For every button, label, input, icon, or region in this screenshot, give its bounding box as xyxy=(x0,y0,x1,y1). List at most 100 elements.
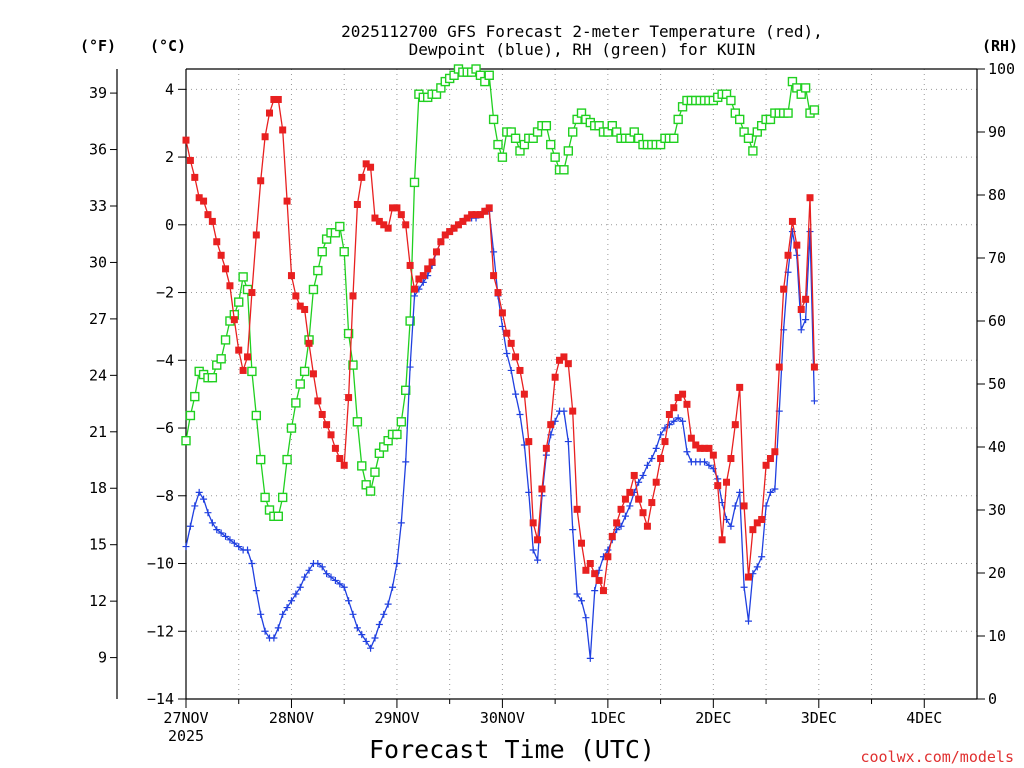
temperature-point-51 xyxy=(406,261,414,269)
temperature-point-7 xyxy=(213,238,221,246)
temperature-point-116 xyxy=(692,441,700,449)
dewpoint-point-50 xyxy=(402,458,410,466)
dewpoint-point-128 xyxy=(744,617,752,625)
temperature-point-96 xyxy=(604,553,612,561)
dewpoint-point-15 xyxy=(248,560,256,568)
temperature-point-72 xyxy=(498,309,506,317)
temperature-point-65 xyxy=(468,211,476,219)
dewpoint-point-3 xyxy=(195,488,203,496)
temperature-point-74 xyxy=(507,339,515,347)
rh-point-129 xyxy=(748,146,758,156)
fahrenheit-tick-label-7: 18 xyxy=(89,479,107,497)
rh-tick-label-9: 10 xyxy=(988,627,1006,645)
dewpoint-point-96 xyxy=(604,546,612,554)
rh-point-23 xyxy=(282,454,292,465)
celsius-tick-label-9: −14 xyxy=(147,690,174,708)
temperature-point-29 xyxy=(309,370,317,378)
temperature-point-128 xyxy=(744,573,752,581)
dewpoint-point-49 xyxy=(397,519,405,527)
rh-point-69 xyxy=(484,70,494,81)
temperature-point-107 xyxy=(652,478,660,486)
dewpoint-point-101 xyxy=(626,502,634,510)
temperature-point-136 xyxy=(780,285,788,293)
temperature-point-62 xyxy=(454,221,462,229)
rh-point-84 xyxy=(550,152,560,162)
dewpoint-point-20 xyxy=(270,634,278,642)
chart-title-line-2: Dewpoint (blue), RH (green) for KUIN xyxy=(409,40,756,59)
x-axis-label: Forecast Time (UTC) xyxy=(369,735,655,764)
temperature-point-44 xyxy=(375,217,383,225)
dewpoint-point-0 xyxy=(182,543,190,551)
rh-point-39 xyxy=(352,417,363,427)
dewpoint-point-34 xyxy=(331,576,339,584)
x-tick-label-2: 29NOV xyxy=(374,709,419,727)
fahrenheit-tick-label-5: 24 xyxy=(89,366,107,384)
rh-point-22 xyxy=(277,492,288,503)
dewpoint-point-73 xyxy=(503,350,511,358)
dewpoint-point-105 xyxy=(643,461,651,469)
temperature-point-131 xyxy=(758,515,766,523)
celsius-tick-label-2: 0 xyxy=(165,216,174,234)
rh-point-37 xyxy=(343,328,354,339)
rh-point-112 xyxy=(673,114,683,125)
temperature-point-17 xyxy=(257,177,265,185)
rh-point-29 xyxy=(308,284,319,295)
dewpoint-point-74 xyxy=(507,366,515,374)
dewpoint-point-6 xyxy=(208,519,216,527)
dewpoint-point-103 xyxy=(635,478,643,486)
temperature-point-12 xyxy=(235,346,243,354)
rh-point-9 xyxy=(220,335,231,345)
temperature-point-5 xyxy=(204,211,212,219)
temperature-point-127 xyxy=(740,502,748,510)
temperature-point-21 xyxy=(274,95,282,103)
dewpoint-point-86 xyxy=(560,407,568,415)
dewpoint-point-70 xyxy=(490,248,498,256)
rh-point-50 xyxy=(401,385,411,395)
dewpoint-point-30 xyxy=(314,560,322,568)
temperature-point-85 xyxy=(556,356,564,364)
dewpoint-point-89 xyxy=(573,590,581,598)
temperature-point-46 xyxy=(384,224,392,232)
x-tick-label-1: 28NOV xyxy=(269,709,314,727)
dewpoint-point-11 xyxy=(230,539,238,547)
temperature-point-91 xyxy=(582,566,590,574)
dewpoint-point-1 xyxy=(186,522,194,530)
dewpoint-point-119 xyxy=(705,461,713,469)
dewpoint-point-23 xyxy=(283,604,291,612)
rh-point-75 xyxy=(510,133,521,144)
temperature-point-37 xyxy=(345,394,353,402)
rh-point-42 xyxy=(365,486,376,496)
temperature-point-11 xyxy=(230,316,238,324)
temperature-point-143 xyxy=(810,363,818,371)
rh-point-35 xyxy=(335,221,345,232)
rh-point-52 xyxy=(409,177,420,188)
dewpoint-point-45 xyxy=(380,610,388,618)
rh-point-124 xyxy=(726,95,736,106)
rh-point-17 xyxy=(256,454,266,465)
temperature-point-137 xyxy=(784,251,792,259)
dewpoint-point-16 xyxy=(252,587,260,595)
dewpoint-point-22 xyxy=(279,610,287,618)
temperature-point-113 xyxy=(679,390,687,398)
axes: 420−2−4−6−8−10−12−1439363330272421181512… xyxy=(89,60,1015,745)
rh-point-43 xyxy=(370,467,380,477)
fahrenheit-tick-label-6: 21 xyxy=(89,423,107,441)
temperature-point-27 xyxy=(301,305,309,313)
credit-label: coolwx.com/models xyxy=(860,748,1014,766)
rh-point-82 xyxy=(541,120,552,131)
dewpoint-point-112 xyxy=(674,414,682,422)
rh-point-2 xyxy=(190,391,200,402)
temperature-point-101 xyxy=(626,488,634,496)
rh-point-21 xyxy=(273,511,283,521)
temperature-point-2 xyxy=(191,173,199,181)
celsius-tick-label-3: −2 xyxy=(156,284,174,302)
fahrenheit-tick-label-10: 9 xyxy=(98,649,107,667)
fahrenheit-tick-label-2: 33 xyxy=(89,197,107,215)
dewpoint-point-132 xyxy=(762,502,770,510)
rh-point-15 xyxy=(247,366,257,377)
celsius-tick-label-5: −6 xyxy=(156,419,174,437)
rh-tick-label-8: 20 xyxy=(988,564,1006,582)
temperature-point-90 xyxy=(578,539,585,547)
temperature-point-13 xyxy=(239,366,247,374)
temperature-point-103 xyxy=(635,495,643,503)
